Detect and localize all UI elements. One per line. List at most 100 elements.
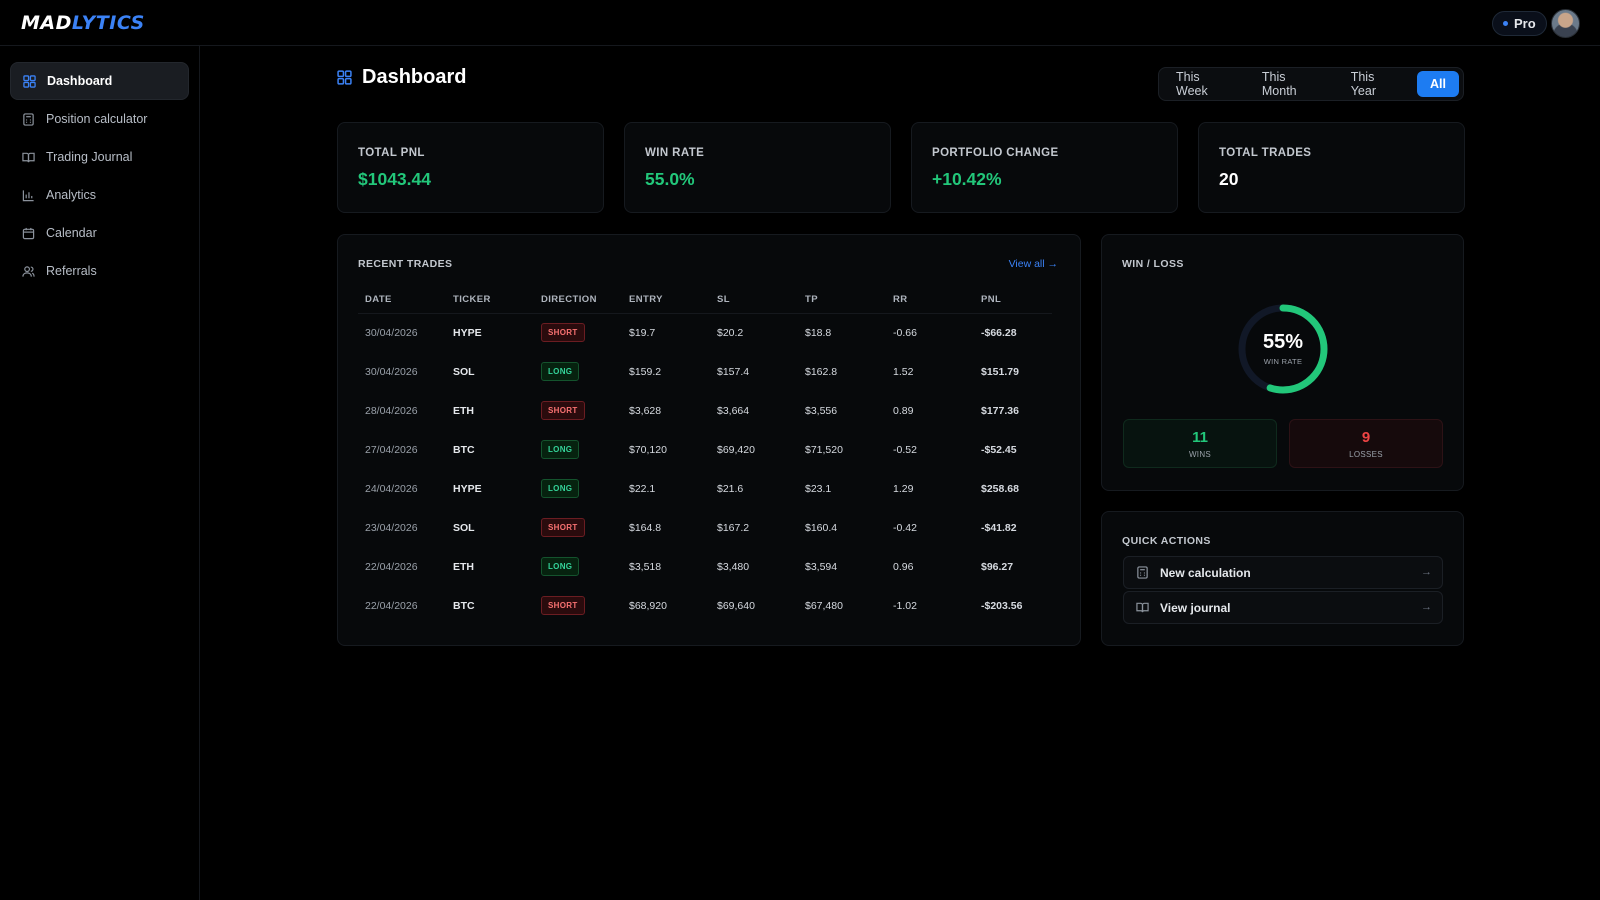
- recent-trades-panel: RECENT TRADES View all → DATE TICKER DIR…: [337, 234, 1081, 646]
- sidebar: Dashboard Position calculator Trading Jo…: [0, 46, 200, 900]
- win-rate-label: WIN RATE: [1263, 357, 1303, 366]
- tab-this-year[interactable]: This Year: [1350, 70, 1376, 98]
- direction-badge: SHORT: [541, 401, 585, 420]
- sidebar-item-trading-journal[interactable]: Trading Journal: [10, 138, 189, 176]
- table-row[interactable]: 28/04/2026 ETH SHORT $3,628 $3,664 $3,556 0.89…: [358, 391, 1052, 430]
- column-header[interactable]: RR: [886, 287, 974, 314]
- win-rate-percent: 55%: [1262, 331, 1304, 353]
- trade-take-profit: $67,480: [805, 599, 843, 612]
- trade-ticker: SOL: [453, 521, 475, 534]
- trade-ticker: SOL: [453, 365, 475, 378]
- trade-pnl: $96.27: [981, 560, 1014, 573]
- sidebar-item-position-calculator[interactable]: Position calculator: [10, 100, 189, 138]
- losses-count: 9: [1361, 429, 1371, 446]
- table-row[interactable]: 24/04/2026 HYPE LONG $22.1 $21.6 $23.1 1.29 $25…: [358, 469, 1052, 508]
- trade-risk-reward: -0.42: [893, 521, 917, 534]
- table-row[interactable]: 23/04/2026 SOL SHORT $164.8 $167.2 $160.4 -0.4…: [358, 508, 1052, 547]
- stat-card-total-pnl: TOTAL PNL $1043.44: [337, 122, 604, 213]
- donut-win-arc: [1238, 304, 1328, 394]
- direction-badge: LONG: [541, 362, 580, 381]
- column-header[interactable]: DATE: [358, 287, 446, 314]
- logo-text-lytics: LYTICS: [71, 12, 145, 34]
- trade-direction-cell: SHORT: [534, 508, 622, 547]
- sidebar-item-dashboard[interactable]: Dashboard: [10, 62, 189, 100]
- view-all-link[interactable]: View all →: [1008, 258, 1058, 270]
- app-logo[interactable]: MADLYTICS: [21, 12, 145, 34]
- tab-all[interactable]: All: [1417, 71, 1459, 97]
- stat-value: 55.0%: [645, 169, 695, 189]
- grid-icon: [23, 74, 36, 88]
- arrow-right-icon: →: [1421, 601, 1432, 613]
- user-avatar[interactable]: [1551, 9, 1580, 38]
- trade-direction-cell: SHORT: [534, 586, 622, 625]
- new-calculation-button[interactable]: New calculation →: [1123, 556, 1443, 589]
- table-row[interactable]: 22/04/2026 BTC SHORT $68,920 $69,640 $67,480 -…: [358, 586, 1052, 625]
- trade-stop-loss: $69,640: [717, 599, 755, 612]
- page-title: Dashboard: [362, 66, 467, 88]
- column-header[interactable]: ENTRY: [622, 287, 710, 314]
- table-row[interactable]: 22/04/2026 ETH LONG $3,518 $3,480 $3,594 0.96 $…: [358, 547, 1052, 586]
- trade-entry: $70,120: [629, 443, 667, 456]
- trade-take-profit: $71,520: [805, 443, 843, 456]
- trade-risk-reward: 0.89: [893, 404, 914, 417]
- win-loss-panel: WIN / LOSS 55% WIN RATE 11 WINS 9 LOSSES: [1101, 234, 1464, 491]
- trade-ticker: HYPE: [453, 482, 482, 495]
- trade-entry: $68,920: [629, 599, 667, 612]
- column-header[interactable]: PNL: [974, 287, 1052, 314]
- quick-action-label: New calculation: [1160, 565, 1251, 580]
- wins-label: WINS: [1188, 450, 1212, 459]
- trade-pnl: -$203.56: [981, 599, 1023, 612]
- trade-pnl: -$41.82: [981, 521, 1017, 534]
- column-header[interactable]: TP: [798, 287, 886, 314]
- quick-action-label: View journal: [1160, 600, 1231, 615]
- trade-ticker: BTC: [453, 599, 475, 612]
- arrow-right-icon: →: [1421, 566, 1432, 578]
- users-icon: [22, 265, 35, 278]
- time-range-tabs: This Week This Month This Year All: [1158, 67, 1464, 101]
- trade-take-profit: $3,594: [805, 560, 838, 573]
- table-row[interactable]: 30/04/2026 HYPE SHORT $19.7 $20.2 $18.8 -0.66 -…: [358, 313, 1052, 352]
- win-rate-donut: [1238, 304, 1328, 394]
- sidebar-item-calendar[interactable]: Calendar: [10, 214, 189, 252]
- trade-direction-cell: LONG: [534, 352, 622, 391]
- stat-value: $1043.44: [358, 169, 431, 189]
- trade-risk-reward: -0.52: [893, 443, 917, 456]
- trade-date: 24/04/2026: [365, 482, 418, 495]
- losses-label: LOSSES: [1349, 450, 1383, 459]
- direction-badge: SHORT: [541, 323, 585, 343]
- trade-take-profit: $23.1: [805, 482, 832, 495]
- column-header[interactable]: TICKER: [446, 287, 534, 314]
- panel-title: RECENT TRADES: [358, 258, 453, 270]
- trade-date: 22/04/2026: [365, 560, 418, 573]
- trade-entry: $22.1: [629, 482, 656, 495]
- top-bar: MADLYTICS Pro: [0, 0, 1600, 46]
- trade-entry: $3,628: [629, 404, 662, 417]
- book-icon: [1136, 601, 1149, 614]
- trade-direction-cell: LONG: [534, 430, 622, 469]
- trade-risk-reward: 1.29: [893, 482, 914, 495]
- sidebar-item-label: Analytics: [46, 188, 97, 202]
- direction-badge: SHORT: [541, 596, 585, 615]
- sidebar-item-referrals[interactable]: Referrals: [10, 252, 189, 290]
- tab-this-week[interactable]: This Week: [1176, 70, 1208, 98]
- status-dot-icon: [1503, 21, 1508, 26]
- table-row[interactable]: 30/04/2026 SOL LONG $159.2 $157.4 $162.8 1.52 $…: [358, 352, 1052, 391]
- column-header[interactable]: SL: [710, 287, 798, 314]
- trade-pnl: -$52.45: [981, 443, 1017, 456]
- panel-title: QUICK ACTIONS: [1122, 535, 1211, 547]
- trade-date: 30/04/2026: [365, 326, 418, 339]
- trade-pnl: $177.36: [981, 404, 1019, 417]
- direction-badge: LONG: [541, 479, 580, 498]
- stat-label: TOTAL TRADES: [1219, 147, 1312, 159]
- plan-badge[interactable]: Pro: [1492, 11, 1547, 36]
- column-header[interactable]: DIRECTION: [534, 287, 622, 314]
- stat-label: WIN RATE: [645, 147, 705, 159]
- quick-actions-panel: QUICK ACTIONS New calculation → View jou…: [1101, 511, 1464, 646]
- trade-entry: $3,518: [629, 560, 662, 573]
- view-journal-button[interactable]: View journal →: [1123, 591, 1443, 624]
- stat-label: PORTFOLIO CHANGE: [932, 147, 1059, 159]
- sidebar-item-analytics[interactable]: Analytics: [10, 176, 189, 214]
- table-row[interactable]: 27/04/2026 BTC LONG $70,120 $69,420 $71,520 -0…: [358, 430, 1052, 469]
- tab-this-month[interactable]: This Month: [1261, 70, 1297, 98]
- donut-center-text: 55% WIN RATE: [1237, 331, 1329, 366]
